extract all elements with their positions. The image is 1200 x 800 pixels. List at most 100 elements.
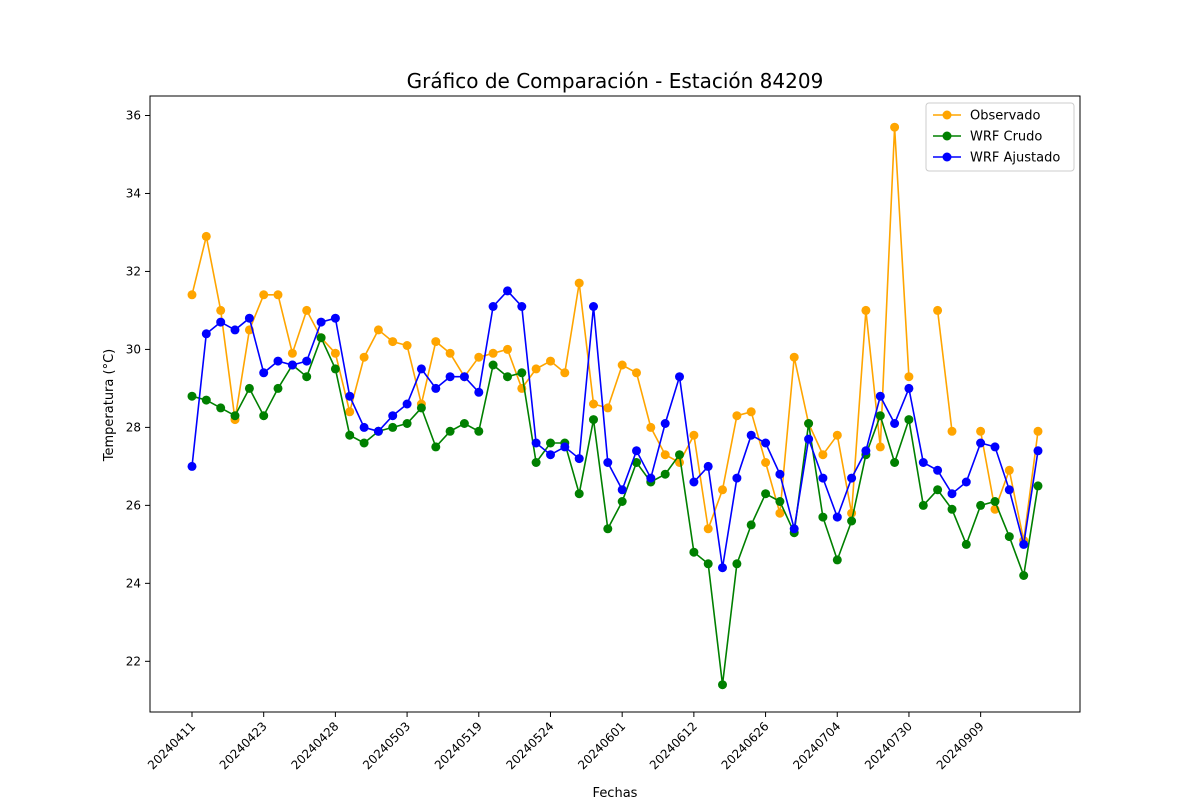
legend-label: Observado [970,109,1041,124]
data-point-wrf-crudo [976,500,986,510]
data-point-observado [904,372,914,382]
data-point-observado [273,290,283,300]
data-point-wrf-ajustado [617,485,627,495]
data-point-wrf-ajustado [904,383,914,393]
data-point-wrf-ajustado [517,302,527,311]
data-point-wrf-ajustado [789,524,799,534]
data-point-observado [1033,426,1043,436]
data-point-wrf-crudo [445,426,455,436]
data-point-wrf-crudo [517,368,527,378]
data-point-wrf-crudo [359,438,369,448]
data-point-wrf-crudo [316,333,326,343]
data-point-observado [947,426,957,436]
data-point-observado [474,352,484,362]
data-point-wrf-ajustado [761,438,771,448]
x-tick-label: 20240612 [647,719,700,772]
x-tick-label: 20240423 [217,719,270,772]
data-point-wrf-ajustado [187,461,197,471]
data-point-wrf-ajustado [804,434,814,444]
data-point-wrf-crudo [187,391,197,401]
data-point-wrf-crudo [818,512,828,522]
data-point-observado [359,352,369,362]
data-point-wrf-crudo [1019,571,1029,580]
data-point-wrf-ajustado [287,360,297,370]
data-point-wrf-ajustado [474,387,484,397]
data-point-wrf-ajustado [603,458,613,467]
data-point-wrf-ajustado [961,477,971,487]
data-point-observado [632,368,641,378]
data-point-wrf-crudo [918,500,928,510]
data-point-wrf-ajustado [646,473,656,483]
legend-item-wrf-crudo: WRF Crudo [933,130,1042,145]
data-point-wrf-ajustado [775,469,785,479]
data-point-observado [875,442,885,452]
data-point-wrf-ajustado [660,419,670,428]
data-point-wrf-ajustado [847,473,857,483]
data-point-observado [646,422,656,432]
data-point-wrf-ajustado [445,372,455,382]
data-point-wrf-ajustado [459,372,469,382]
data-point-observado [933,305,943,315]
y-axis-title: Temperatura (°C) [102,349,117,462]
data-point-observado [789,352,799,362]
data-point-observado [531,364,541,374]
data-point-observado [660,450,670,460]
data-point-observado [589,399,598,409]
data-point-wrf-crudo [531,458,541,467]
x-tick-label: 20240601 [575,719,628,772]
y-tick-label: 30 [126,342,141,356]
data-point-observado [689,430,699,440]
y-axis: 22 24 26 28 30 32 34 36 [126,108,150,668]
y-tick-label: 32 [126,264,141,278]
data-point-wrf-crudo [875,411,885,421]
data-point-wrf-crudo [990,497,1000,506]
data-point-wrf-ajustado [1004,485,1014,495]
data-point-wrf-ajustado [216,317,226,327]
data-point-observado [431,337,441,347]
data-point-observado [445,348,455,358]
legend-item-observado: Observado [933,109,1041,124]
data-point-wrf-crudo [431,442,441,452]
legend: Observado WRF Crudo WRF Ajustado [925,102,1075,172]
y-tick-label: 36 [126,108,141,122]
data-point-wrf-crudo [244,383,254,393]
data-point-wrf-crudo [718,680,727,690]
data-point-observado [187,290,197,300]
legend-label: WRF Ajustado [970,151,1060,166]
x-axis: 20240411 20240423 20240428 20240503 20240519… [145,712,987,772]
data-point-wrf-crudo [804,419,814,428]
data-point-wrf-ajustado [201,329,211,339]
data-point-wrf-ajustado [732,473,742,483]
data-point-wrf-crudo [201,395,211,405]
data-point-wrf-crudo [459,419,469,428]
data-point-observado [976,426,986,436]
data-point-wrf-ajustado [373,426,383,436]
data-point-wrf-crudo [330,364,340,374]
data-point-wrf-ajustado [976,438,986,448]
legend-box [925,102,1075,172]
x-tick-label: 20240626 [719,719,772,772]
data-point-wrf-crudo [603,524,613,534]
data-point-wrf-crudo [416,403,426,413]
data-point-wrf-crudo [904,415,914,425]
data-point-wrf-ajustado [488,302,498,311]
x-tick-label: 20240524 [504,719,557,772]
data-point-wrf-crudo [746,520,756,530]
data-point-wrf-ajustado [746,430,756,440]
data-point-wrf-ajustado [316,317,326,327]
data-point-wrf-ajustado [402,399,412,409]
data-point-wrf-ajustado [244,313,254,323]
y-tick-label: 24 [126,576,141,590]
data-point-wrf-ajustado [875,391,885,401]
data-point-observado [402,341,412,350]
data-point-observado [216,305,226,315]
data-point-wrf-ajustado [302,356,312,366]
data-point-observado [345,407,355,417]
data-point-wrf-crudo [703,559,713,569]
data-point-wrf-crudo [761,489,771,499]
y-tick-label: 34 [126,186,141,200]
data-point-observado [388,337,398,347]
data-point-observado [302,305,312,315]
data-point-wrf-crudo [689,547,699,557]
data-point-wrf-ajustado [918,458,928,467]
